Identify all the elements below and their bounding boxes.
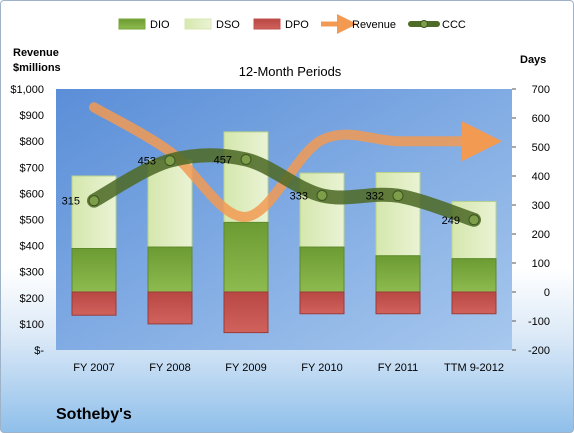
dpo-bar [71, 291, 117, 316]
dio-legend-swatch [118, 18, 146, 30]
left-tick-label: $900 [20, 110, 44, 122]
ccc-data-label: 453 [138, 156, 156, 168]
left-tick-label: $100 [20, 319, 44, 331]
bar-series [71, 131, 497, 334]
right-tick-label: -100 [528, 316, 550, 328]
right-tick-label: 100 [532, 258, 550, 270]
legend-label: CCC [442, 19, 466, 31]
dso-bar [375, 172, 421, 257]
right-axis: -200 -100 0 100 200 300 400 500 600 700 [512, 84, 550, 357]
ccc-data-label: 315 [62, 196, 80, 208]
left-tick-label: $700 [20, 162, 44, 174]
dpo-bar [451, 291, 497, 315]
ccc-data-label: 249 [442, 215, 460, 227]
revenue-line-path [89, 102, 502, 222]
left-axis-title: Revenue [13, 47, 59, 59]
ccc-data-label: 332 [366, 191, 384, 203]
left-tick-label: $200 [20, 293, 44, 305]
chart-legend: DIO DSO DPO Revenue CCC [118, 14, 466, 34]
right-tick-label: 0 [544, 287, 550, 299]
x-tick-label: FY 2008 [149, 362, 190, 374]
dso-bar [71, 175, 117, 249]
left-tick-label: $800 [20, 136, 44, 148]
right-tick-label: 400 [532, 171, 550, 183]
x-tick-label: FY 2009 [225, 362, 266, 374]
right-tick-label: 600 [532, 113, 550, 125]
ccc-point [88, 195, 100, 207]
legend-label: Revenue [352, 19, 396, 31]
dio-bar [299, 246, 345, 293]
left-tick-label: $- [34, 345, 44, 357]
ccc-legend-marker [420, 20, 428, 28]
dso-legend-swatch [184, 18, 212, 30]
left-tick-label: $500 [20, 215, 44, 227]
left-tick-label: $600 [20, 188, 44, 200]
right-tick-label: 500 [532, 142, 550, 154]
revenue-series [89, 102, 502, 222]
right-tick-label: 300 [532, 200, 550, 212]
left-tick-label: $400 [20, 241, 44, 253]
x-tick-label: FY 2010 [301, 362, 342, 374]
legend-label: DPO [285, 19, 309, 31]
left-tick-label: $1,000 [10, 84, 44, 96]
ccc-series: 315 453 457 333 332 249 [62, 148, 481, 227]
right-tick-label: 200 [532, 229, 550, 241]
dpo-bar [375, 291, 421, 315]
dio-bar [451, 258, 497, 293]
dio-bar [71, 248, 117, 293]
dpo-bar [147, 291, 193, 325]
legend-label: DIO [150, 19, 170, 31]
ccc-point [164, 155, 176, 167]
dpo-bar [299, 291, 345, 315]
dio-bar [375, 255, 421, 293]
x-tick-label: TTM 9-2012 [444, 362, 504, 374]
legend-label: DSO [216, 19, 240, 31]
left-tick-label: $300 [20, 267, 44, 279]
right-axis-title: Days [520, 54, 546, 66]
x-tick-label: FY 2007 [73, 362, 114, 374]
x-tick-label: FY 2011 [378, 362, 419, 374]
left-axis-title-units: $millions [13, 62, 61, 74]
ccc-point [468, 214, 480, 226]
dio-bar [147, 246, 193, 293]
right-tick-label: 700 [532, 84, 550, 96]
company-name: Sotheby's [56, 406, 132, 423]
dpo-bar [223, 291, 269, 334]
ccc-point [392, 190, 404, 202]
left-axis: $- $100 $200 $300 $400 $500 $600 $700 $800 $900 $1… [10, 84, 44, 357]
chart-title: 12-Month Periods [239, 64, 342, 79]
dio-bar [223, 221, 269, 293]
ccc-point [240, 153, 252, 165]
ccc-point [316, 189, 328, 201]
ccc-data-label: 457 [214, 154, 232, 166]
dpo-legend-swatch [253, 18, 281, 30]
right-tick-label: -200 [528, 345, 550, 357]
x-axis: FY 2007 FY 2008 FY 2009 FY 2010 FY 2011 TTM 9… [73, 362, 504, 374]
ccc-data-label: 333 [290, 190, 308, 202]
